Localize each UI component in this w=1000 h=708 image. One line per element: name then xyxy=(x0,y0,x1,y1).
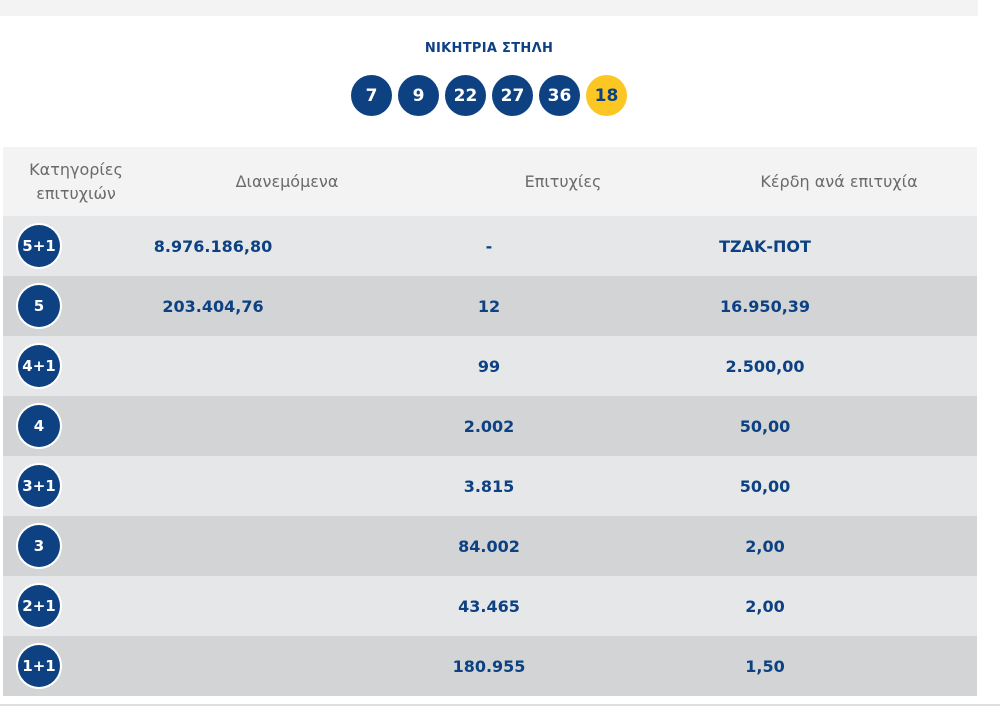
prize-value: 16.950,39 xyxy=(719,296,811,316)
prize-value: 50,00 xyxy=(739,476,791,496)
table-header: Κατηγορίες επιτυχιών Διανεμόμενα Επιτυχί… xyxy=(3,147,977,216)
table-row: 3+1 3.815 50,00 xyxy=(3,456,977,516)
winners-value: 12 xyxy=(477,296,501,316)
header-categories: Κατηγορίες επιτυχιών xyxy=(3,158,149,206)
header-categories-line2: επιτυχιών xyxy=(36,183,116,203)
category-badge: 5 xyxy=(18,285,60,327)
prize-value: 1,50 xyxy=(745,656,785,676)
header-categories-line1: Κατηγορίες xyxy=(29,159,123,179)
winners-value: 84.002 xyxy=(458,536,520,556)
winning-column-title: ΝΙΚΗΤΡΙΑ ΣΤΗΛΗ xyxy=(424,41,554,56)
winning-number-ball: 36 xyxy=(539,75,580,116)
prize-value: 50,00 xyxy=(739,416,791,436)
table-row: 4 2.002 50,00 xyxy=(3,396,977,456)
winners-value: 99 xyxy=(477,356,501,376)
table-row: 5+1 8.976.186,80 - ΤΖΑΚ-ΠΟΤ xyxy=(3,216,977,276)
prize-value: 2,00 xyxy=(745,596,785,616)
category-badge: 4+1 xyxy=(18,345,60,387)
distributed-value: 8.976.186,80 xyxy=(153,236,273,256)
winning-number-ball: 9 xyxy=(398,75,439,116)
winners-value: 180.955 xyxy=(452,656,526,676)
category-badge: 3+1 xyxy=(18,465,60,507)
winners-value: 3.815 xyxy=(463,476,515,496)
joker-number-ball: 18 xyxy=(586,75,627,116)
winning-number-ball: 7 xyxy=(351,75,392,116)
winners-value: 2.002 xyxy=(463,416,515,436)
prize-value: 2.500,00 xyxy=(725,356,805,376)
category-badge: 2+1 xyxy=(18,585,60,627)
prize-table: Κατηγορίες επιτυχιών Διανεμόμενα Επιτυχί… xyxy=(3,147,977,696)
category-badge: 4 xyxy=(18,405,60,447)
winning-number-ball: 27 xyxy=(492,75,533,116)
table-row: 4+1 99 2.500,00 xyxy=(3,336,977,396)
header-distributed: Διανεμόμενα xyxy=(235,172,339,191)
table-row: 2+1 43.465 2,00 xyxy=(3,576,977,636)
prize-value: ΤΖΑΚ-ΠΟΤ xyxy=(719,236,811,256)
bottom-divider xyxy=(0,704,1000,706)
winning-numbers: 7 9 22 27 36 18 xyxy=(0,75,978,116)
category-badge: 1+1 xyxy=(18,645,60,687)
category-badge: 5+1 xyxy=(18,225,60,267)
table-row: 1+1 180.955 1,50 xyxy=(3,636,977,696)
header-winners: Επιτυχίες xyxy=(524,172,602,191)
table-row: 5 203.404,76 12 16.950,39 xyxy=(3,276,977,336)
winners-value: - xyxy=(485,236,493,256)
winners-value: 43.465 xyxy=(458,596,520,616)
top-strip xyxy=(0,0,978,16)
category-badge: 3 xyxy=(18,525,60,567)
table-row: 3 84.002 2,00 xyxy=(3,516,977,576)
prize-value: 2,00 xyxy=(745,536,785,556)
distributed-value: 203.404,76 xyxy=(162,296,264,316)
winning-number-ball: 22 xyxy=(445,75,486,116)
header-prize: Κέρδη ανά επιτυχία xyxy=(760,172,918,191)
